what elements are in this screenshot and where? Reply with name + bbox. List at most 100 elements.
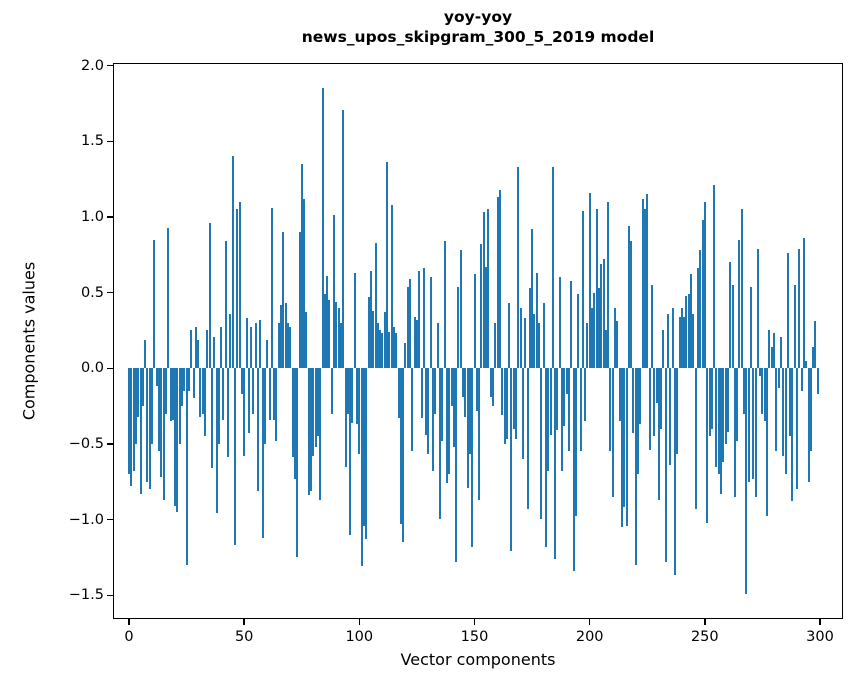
bar xyxy=(694,368,697,509)
bar xyxy=(245,318,248,369)
bar xyxy=(280,304,282,369)
bar xyxy=(362,368,365,526)
bar xyxy=(379,330,382,369)
bar xyxy=(800,368,803,391)
bar xyxy=(425,368,428,435)
bar xyxy=(243,368,246,456)
bar xyxy=(250,327,253,369)
bar xyxy=(501,368,504,416)
bar xyxy=(346,368,349,414)
bar xyxy=(217,368,220,444)
bar xyxy=(706,368,709,523)
bar xyxy=(733,368,736,497)
bar xyxy=(724,368,727,444)
x-tick-label: 100 xyxy=(345,629,374,645)
bar xyxy=(775,368,778,452)
bar xyxy=(567,368,570,452)
bar xyxy=(386,162,388,369)
bar xyxy=(208,223,211,369)
x-tick-mark xyxy=(128,619,130,625)
bar xyxy=(204,368,206,437)
bar xyxy=(524,318,527,369)
bar xyxy=(457,286,460,369)
bar xyxy=(802,238,805,369)
bar xyxy=(669,368,672,466)
bar xyxy=(443,241,446,369)
bar xyxy=(531,229,534,369)
bar xyxy=(772,333,775,369)
bar xyxy=(812,347,815,369)
bar xyxy=(413,316,416,369)
bar xyxy=(586,322,589,369)
x-tick-label: 150 xyxy=(460,629,489,645)
bar xyxy=(291,368,294,458)
bar xyxy=(178,368,181,444)
bar xyxy=(146,368,149,482)
bar xyxy=(701,219,704,369)
bar xyxy=(740,209,743,369)
bar xyxy=(452,368,455,447)
bar xyxy=(240,368,243,394)
bar xyxy=(257,368,259,491)
bar xyxy=(167,227,170,369)
bar xyxy=(134,368,137,444)
bar xyxy=(395,333,398,369)
bar xyxy=(266,339,269,369)
bar xyxy=(409,279,411,369)
bar xyxy=(510,368,513,552)
y-tick-mark xyxy=(107,216,113,218)
bar xyxy=(471,368,474,547)
bar xyxy=(206,330,209,369)
bar xyxy=(289,327,292,369)
bar xyxy=(339,322,342,369)
bar xyxy=(756,248,759,369)
bar xyxy=(761,368,764,414)
bar xyxy=(551,167,554,369)
bar xyxy=(814,321,817,369)
bar xyxy=(319,368,322,500)
bar xyxy=(190,330,193,369)
y-tick-mark xyxy=(107,140,113,142)
bar xyxy=(726,368,729,432)
bar xyxy=(736,368,739,441)
bar xyxy=(155,368,158,387)
bar xyxy=(259,319,262,369)
bar xyxy=(498,189,501,369)
bar xyxy=(305,312,308,369)
bar xyxy=(160,368,163,478)
bar xyxy=(176,368,179,512)
bar xyxy=(671,307,674,369)
bar xyxy=(754,368,757,497)
bar xyxy=(650,285,653,369)
bar xyxy=(406,286,409,369)
bar xyxy=(268,368,271,420)
bar xyxy=(238,201,241,369)
bar xyxy=(404,342,407,369)
chart-title: yoy-yoy xyxy=(443,8,513,26)
bar xyxy=(713,185,716,369)
y-tick-label: 1.0 xyxy=(80,208,104,225)
bar xyxy=(261,368,264,538)
bar xyxy=(349,368,352,535)
bar xyxy=(611,368,614,497)
bar xyxy=(277,322,280,369)
bar xyxy=(252,368,255,414)
bar xyxy=(577,294,580,369)
bar xyxy=(786,253,789,369)
bar xyxy=(657,368,660,500)
bar xyxy=(381,333,384,369)
bar xyxy=(784,368,787,475)
bar xyxy=(508,303,511,369)
bar xyxy=(526,368,529,509)
bar xyxy=(144,339,147,369)
bar xyxy=(752,368,755,479)
bar xyxy=(489,368,492,397)
bar xyxy=(132,368,135,472)
bar xyxy=(729,262,732,369)
y-tick-label: 0.5 xyxy=(80,284,104,301)
bar xyxy=(462,368,464,397)
bar xyxy=(215,368,218,514)
bar xyxy=(328,300,331,369)
bar xyxy=(807,368,810,482)
bar xyxy=(383,312,386,369)
